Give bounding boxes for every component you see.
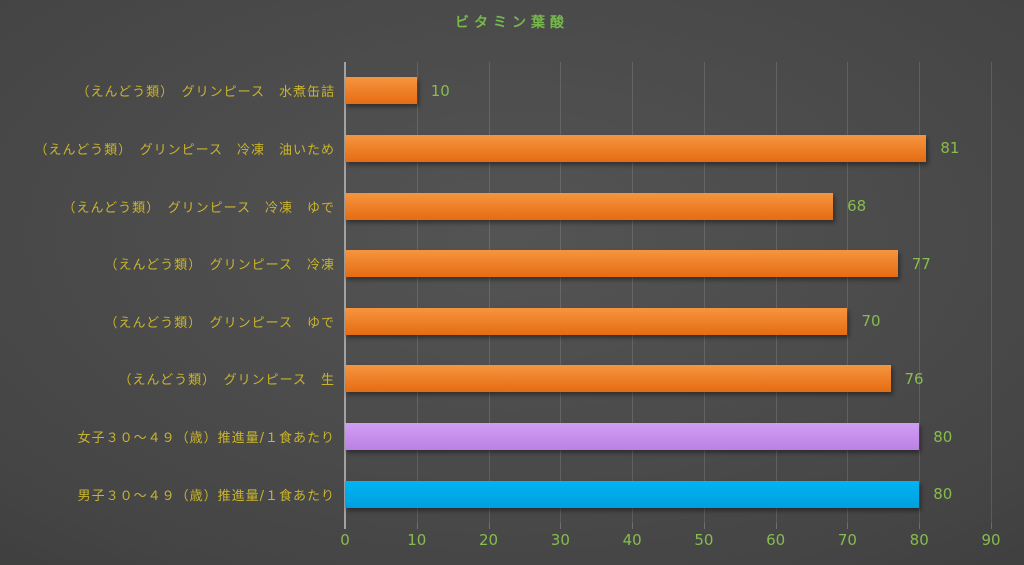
bar: [345, 480, 920, 508]
category-row: （えんどう類） グリンピース 生: [0, 350, 345, 408]
category-row: 男子３０～４９（歳）推進量/１食あたり: [0, 465, 345, 523]
x-axis-label: 70: [837, 531, 857, 549]
bar-value-label: 68: [847, 197, 867, 216]
chart-title: ビタミン葉酸: [455, 15, 569, 31]
bar-row: 80: [345, 465, 991, 523]
x-tick-mark: [560, 523, 562, 529]
x-tick-mark: [416, 523, 418, 529]
category-row: （えんどう類） グリンピース 冷凍 ゆで: [0, 177, 345, 235]
gridline: [991, 62, 992, 523]
bar-value-label: 80: [933, 485, 953, 504]
x-axis-label: 0: [340, 531, 350, 549]
bar: [345, 77, 417, 105]
x-axis-label: 30: [550, 531, 570, 549]
x-axis-label: 80: [909, 531, 929, 549]
y-axis-line: [344, 62, 346, 529]
category-label: （えんどう類） グリンピース 冷凍 ゆで: [62, 200, 335, 216]
x-axis-label: 50: [694, 531, 714, 549]
bar-value-label: 10: [430, 81, 450, 100]
bar-row: 68: [345, 177, 991, 235]
bar: [345, 365, 891, 393]
category-label: 女子３０～４９（歳）推進量/１食あたり: [77, 431, 335, 447]
category-row: （えんどう類） グリンピース ゆで: [0, 293, 345, 351]
category-label: （えんどう類） グリンピース 冷凍: [104, 258, 335, 274]
bar-value-label: 77: [911, 254, 931, 273]
bar: [345, 250, 898, 278]
x-axis-labels: 0 10 20 30 40 50 60 70 80 90: [340, 531, 1000, 553]
bar-row: 80: [345, 408, 991, 466]
bar-row: 81: [345, 120, 991, 178]
x-axis-label: 20: [479, 531, 499, 549]
x-tick-mark: [632, 523, 634, 529]
category-label: （えんどう類） グリンピース 生: [118, 373, 335, 389]
category-label: （えんどう類） グリンピース ゆで: [104, 315, 335, 331]
bar-row: 76: [345, 350, 991, 408]
category-row: （えんどう類） グリンピース 冷凍 油いため: [0, 120, 345, 178]
gridline: [560, 62, 562, 523]
bar: [345, 192, 834, 220]
bar-value-label: 80: [933, 427, 953, 446]
x-tick-mark: [991, 523, 992, 529]
x-axis-label: 10: [407, 531, 427, 549]
category-row: 女子３０～４９（歳）推進量/１食あたり: [0, 408, 345, 466]
bar-value-label: 81: [940, 139, 960, 158]
gridline: [632, 62, 634, 523]
bar-row: 10: [345, 62, 991, 120]
gridline: [488, 62, 490, 523]
category-label: （えんどう類） グリンピース 冷凍 油いため: [34, 142, 335, 158]
bar-row: 77: [345, 235, 991, 293]
bar: [345, 134, 927, 162]
category-row: （えんどう類） グリンピース 水煮缶詰: [0, 62, 345, 120]
bar-row: 70: [345, 293, 991, 351]
x-axis-ticks: [345, 523, 992, 530]
gridline: [847, 62, 849, 523]
x-axis-label: 60: [766, 531, 786, 549]
x-tick-mark: [488, 523, 490, 529]
bar-value-label: 70: [861, 312, 881, 331]
gridline: [703, 62, 705, 523]
gridline: [775, 62, 777, 523]
category-axis: （えんどう類） グリンピース 水煮缶詰 （えんどう類） グリンピース 冷凍 油いた…: [0, 62, 345, 523]
gridline: [416, 62, 418, 523]
category-row: （えんどう類） グリンピース 冷凍: [0, 235, 345, 293]
plot-area: 10 81 68 77 70 76 80 80: [344, 62, 992, 529]
gridline: [919, 62, 921, 523]
x-tick-mark: [775, 523, 777, 529]
bar-value-label: 76: [904, 369, 924, 388]
x-tick-mark: [847, 523, 849, 529]
x-tick-mark: [919, 523, 921, 529]
bar: [345, 307, 848, 335]
category-label: （えんどう類） グリンピース 水煮缶詰: [76, 85, 335, 101]
x-axis-label: 90: [981, 531, 1001, 549]
x-tick-mark: [703, 523, 705, 529]
x-axis-label: 40: [622, 531, 642, 549]
bar: [345, 423, 920, 451]
category-label: 男子３０～４９（歳）推進量/１食あたり: [77, 488, 335, 504]
